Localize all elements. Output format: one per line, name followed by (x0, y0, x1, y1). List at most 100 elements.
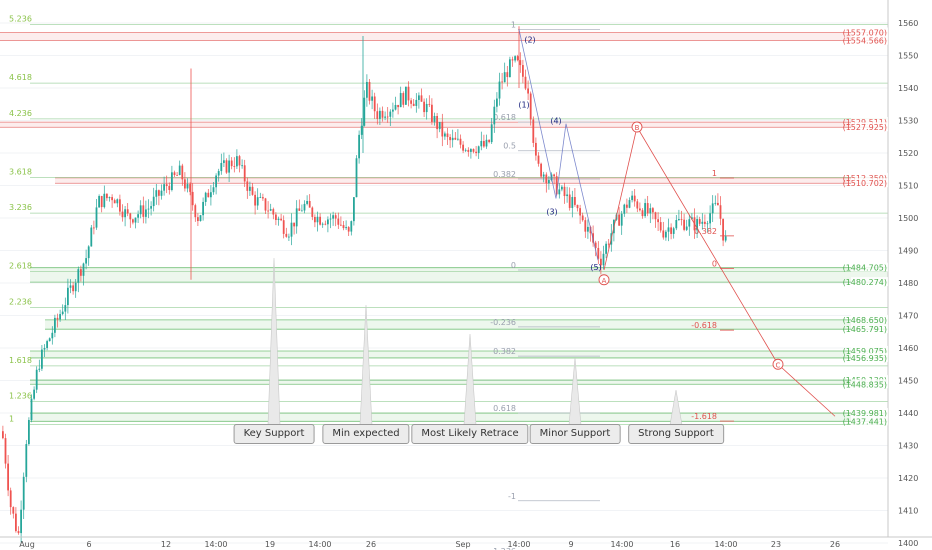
candle-body (189, 184, 191, 192)
candle-body (228, 160, 230, 173)
candle-body (532, 119, 535, 143)
candle-body (98, 196, 100, 208)
candle-body (490, 124, 493, 143)
candle-body (516, 56, 519, 61)
candle-body (418, 95, 420, 100)
candle-body (332, 215, 334, 219)
candle-body (662, 230, 665, 238)
candle-body (680, 219, 683, 220)
wave-marker (772, 358, 784, 370)
fib-retracement-2-label: -1.618 (691, 412, 717, 421)
candle-body (199, 215, 202, 222)
candle-body (631, 195, 633, 201)
candle-body (103, 193, 106, 208)
candle-body (698, 219, 701, 224)
candle-body (574, 197, 576, 205)
price-label-bg (851, 35, 888, 45)
candle-body (568, 194, 571, 208)
candle-body (540, 163, 542, 177)
candle-body (472, 149, 475, 152)
callout-pointers (267, 257, 683, 426)
x-tick-label: 16 (670, 540, 680, 549)
candle-body (670, 227, 672, 234)
candle-body (324, 223, 327, 225)
x-tick-label: 6 (86, 540, 91, 549)
y-tick-label: 1450 (898, 377, 918, 386)
candle-body (558, 189, 561, 195)
candle-body (584, 220, 587, 232)
fib-retracement-label: 1 (511, 21, 516, 30)
price-zone (30, 267, 888, 283)
candle-body (667, 227, 670, 232)
price-zone (0, 32, 888, 41)
candle-body (342, 225, 345, 229)
candle-body (459, 138, 462, 145)
candle-body (217, 171, 220, 176)
candle-body (314, 216, 316, 223)
candle-body (147, 208, 150, 210)
candle-body (290, 222, 293, 237)
price-label-bg (851, 352, 888, 362)
candle-body (204, 192, 207, 202)
x-tick-label: 26 (830, 540, 840, 549)
fib-extension-label: 4.618 (9, 73, 32, 82)
candle-body (652, 208, 654, 213)
candle-body (548, 180, 550, 184)
price-label-bg (851, 324, 888, 334)
candle-body (597, 247, 600, 259)
price-level-label: (1448.835) (843, 380, 887, 389)
candle-body (155, 190, 158, 197)
price-label-bg (851, 172, 888, 182)
candle-body (77, 269, 80, 283)
price-zone (45, 319, 888, 330)
candle-body (470, 149, 472, 152)
candle-body (709, 213, 711, 224)
fib-retracement-label: 0.5 (503, 142, 516, 151)
price-level-label: (1465.791) (843, 325, 887, 334)
candle-body (236, 156, 238, 167)
fib-retracement-label: 0.618 (493, 113, 516, 122)
candle-body (555, 176, 558, 195)
callout-label: Min expected (322, 424, 410, 444)
x-tick-label: 14:00 (308, 540, 331, 549)
candle-body (405, 86, 407, 105)
wave-line (518, 29, 599, 261)
candle-body (368, 81, 371, 101)
candle-body (605, 243, 607, 254)
candle-body (316, 216, 319, 223)
candle-body (311, 207, 314, 217)
candle-body (160, 190, 163, 196)
candle-body (496, 98, 498, 107)
y-tick-label: 1490 (898, 247, 918, 256)
candle-body (457, 138, 459, 140)
y-tick-label: 1560 (898, 19, 918, 28)
candle-body (623, 204, 626, 214)
y-tick-label: 1480 (898, 279, 918, 288)
wave-label: (4) (550, 117, 561, 126)
price-level-label: (1480.274) (843, 278, 887, 287)
candle-body (480, 140, 483, 147)
candle-body (2, 431, 4, 439)
candle-body (113, 200, 116, 204)
candle-body (462, 144, 464, 151)
candle-body (181, 165, 184, 180)
candle-body (493, 106, 496, 125)
y-tick-label: 1540 (898, 84, 918, 93)
candle-body (74, 282, 77, 292)
candle-body (366, 81, 368, 98)
price-label-bg (851, 346, 888, 356)
price-level-label: (1510.702) (843, 179, 887, 188)
candle-body (620, 213, 623, 226)
candle-body (665, 231, 667, 238)
y-tick-label: 1530 (898, 117, 918, 126)
candle-body (126, 209, 129, 214)
candle-body (337, 218, 340, 225)
candle-body (446, 133, 449, 138)
candle-body (644, 203, 646, 217)
price-label-bg (851, 416, 888, 426)
fib-retracement-label: -1 (508, 492, 516, 501)
candle-body (420, 95, 423, 102)
candle-body (72, 285, 74, 292)
candle-body (54, 317, 56, 333)
